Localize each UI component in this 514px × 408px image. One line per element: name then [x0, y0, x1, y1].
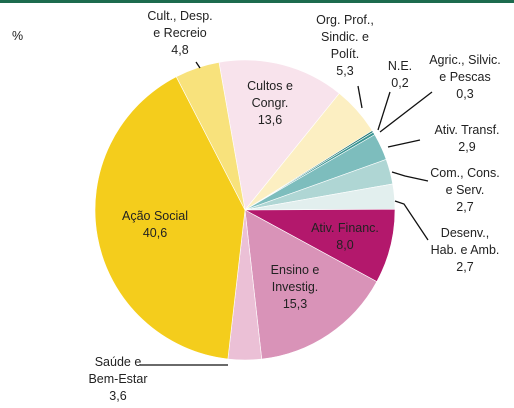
value-label: 15,3 [283, 297, 307, 311]
leader-line [377, 91, 391, 131]
value-label: 2,9 [458, 140, 475, 154]
pie-slice [244, 209, 378, 360]
unit-label: % [12, 29, 23, 43]
value-label: 40,6 [143, 226, 167, 240]
value-label: 3,6 [109, 389, 126, 403]
slice-label: Org. Prof., Sindic. e Polít. [316, 13, 374, 61]
header-bar [0, 0, 514, 3]
value-label: 13,6 [258, 113, 282, 127]
slice-label: Ensino e Investig. [271, 263, 320, 294]
slice-label: Ativ. Financ. [311, 221, 379, 235]
pie-slice [218, 59, 340, 211]
leader-line [195, 61, 201, 69]
value-label: 4,8 [171, 43, 188, 57]
leader-line [357, 85, 363, 109]
value-label: 2,7 [456, 200, 473, 214]
leader-line [387, 139, 421, 148]
slice-label: N.E. [388, 59, 412, 73]
leader-line [394, 200, 429, 241]
slice-label: Desenv., Hab. e Amb. [431, 226, 500, 257]
value-label: 5,3 [336, 64, 353, 78]
pie-slice [175, 61, 246, 211]
slice-label: Saúde e Bem-Estar [88, 355, 147, 386]
slice-label: Agric., Silvic. e Pescas [429, 53, 501, 84]
slice-label: Ativ. Transf. [434, 123, 499, 137]
slice-label: Com., Cons. e Serv. [430, 166, 499, 197]
slice-label: Cult., Desp. e Recreio [147, 9, 212, 40]
slice-label: Cultos e Congr. [247, 79, 293, 110]
value-label: 0,3 [456, 87, 473, 101]
value-label: 0,2 [391, 76, 408, 90]
leader-line [391, 171, 429, 182]
slice-label: Ação Social [122, 209, 188, 223]
value-label: 8,0 [336, 238, 353, 252]
leader-line [379, 91, 433, 133]
value-label: 2,7 [456, 260, 473, 274]
pie-slice [94, 76, 246, 360]
